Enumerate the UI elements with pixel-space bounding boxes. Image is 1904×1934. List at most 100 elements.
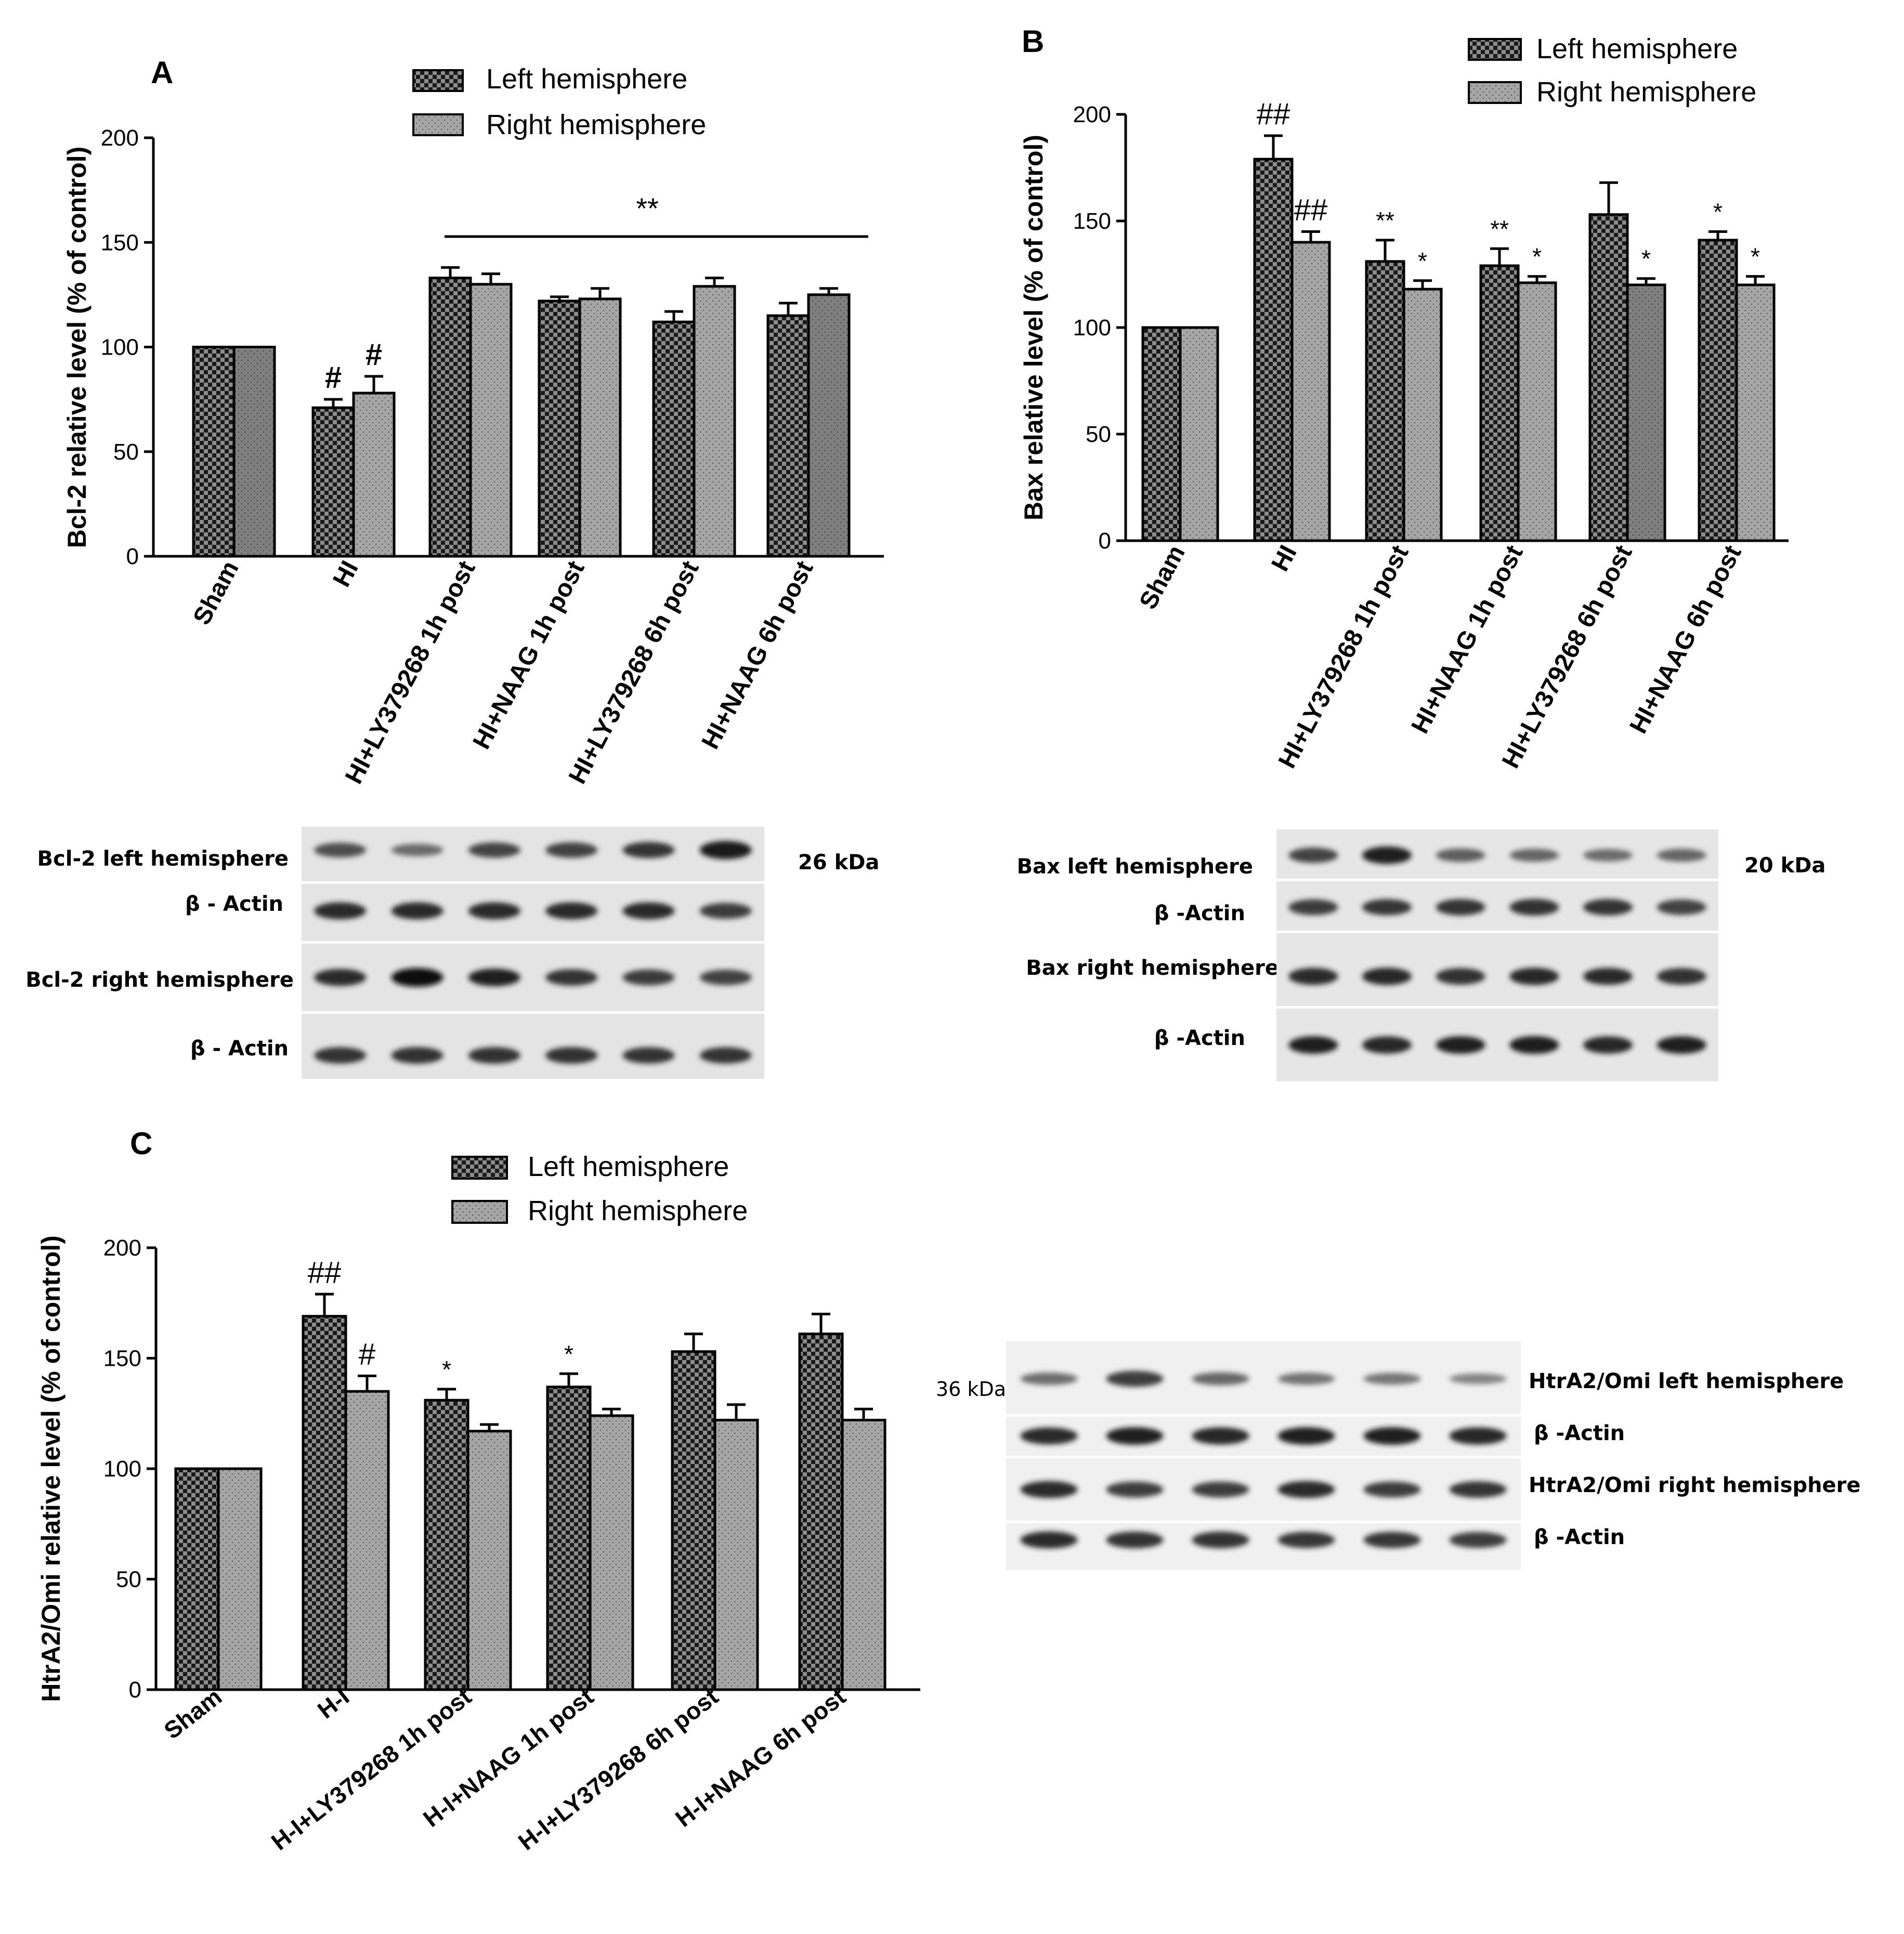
bar-left-hemisphere [652,320,696,558]
y-tick-label: 0 [1099,528,1111,554]
blot-band [1583,899,1633,916]
blot-band [391,968,444,987]
bar-left-hemisphere [671,1350,716,1691]
blot-band [391,1047,444,1064]
blot-band [1583,1036,1633,1054]
y-tick-label: 150 [1073,208,1111,234]
x-tick-label: HI+LY379268 1h post [1273,541,1414,773]
bar-right-hemisphere [344,1390,390,1691]
blot-band [1288,968,1338,985]
blot-band [1362,899,1412,916]
blot-label-actin: β -Actin [1534,1525,1625,1549]
blot-strip [1276,881,1718,931]
significance-bracket: ** [445,192,868,238]
blot-band [1277,1373,1335,1385]
significance-label: # [325,361,342,395]
bar-right-hemisphere [807,293,851,558]
blot-band [1020,1373,1078,1385]
blot-band [1509,848,1559,862]
panel-letter-a: A [151,55,173,90]
blot-label-bax-left: Bax left hemisphere [1017,855,1253,879]
x-tick-label: HI+LY379268 6h post [564,556,705,788]
blot-band [545,902,598,920]
x-tick-label: HI+NAAG 6h post [696,556,818,753]
blot-strip [1276,1009,1718,1081]
blot-band [1362,846,1412,864]
significance-label: # [359,1338,375,1371]
bar-right-hemisphere [1402,288,1443,542]
significance-label: ** [1490,215,1509,242]
blot-band [1362,1036,1412,1054]
x-tick-label: HI+NAAG 1h post [467,556,590,753]
panel-a: A Left hemisphere Right hemisphere 0 50 10… [62,55,884,788]
bar-left-hemisphere [538,299,581,558]
legend-swatch-right [451,1200,508,1224]
bar-left-hemisphere [1479,264,1520,542]
blot-label-htra2-left: HtrA2/Omi left hemisphere [1529,1369,1844,1393]
significance-label: ** [1376,207,1394,234]
blot-band [1657,848,1706,862]
blot-strip [302,827,764,881]
blot-strip [1276,933,1718,1006]
blot-band [1192,1531,1249,1549]
y-tick-label: 100 [1073,315,1111,341]
legend-label-right: Right hemisphere [528,1195,748,1226]
y-axis-label: Bax relative level (% of control) [1019,135,1048,520]
legend-swatch-left [1468,38,1522,61]
panel-letter-c: C [130,1126,152,1161]
blot-label-htra2-right: HtrA2/Omi right hemisphere [1529,1473,1861,1497]
y-tick-label: 150 [101,230,139,255]
western-blot-a: Bcl-2 left hemisphere β - Actin Bcl-2 ri… [25,827,879,1079]
legend-swatch-right [1468,81,1522,104]
y-tick-label: 200 [103,1235,141,1261]
bar-right-hemisphere [1179,326,1219,542]
y-tick-label: 200 [101,125,139,151]
blot-label-actin: β - Actin [190,1037,289,1061]
bar-right-hemisphere [352,391,396,558]
blot-band [699,1047,752,1064]
bar-left-hemisphere [766,314,810,558]
blot-strip [302,944,764,1011]
blot-band [622,969,675,986]
blot-band [1657,1036,1706,1054]
x-tick-label: HI [1266,541,1302,576]
blot-band [1583,849,1633,861]
bar-left-hemisphere [424,1399,470,1691]
y-tick-label: 200 [1073,102,1111,127]
blot-kda-label: 36 kDa [936,1378,1006,1401]
bracket-label: ** [636,192,659,225]
blot-band [391,902,444,920]
blot-strip [302,884,764,941]
blot-band [1657,968,1706,985]
blot-band [468,902,520,920]
blot-band [1106,1427,1164,1445]
x-tick-label: Sham [188,556,244,629]
significance-label: * [442,1356,451,1383]
blot-band [1363,1373,1421,1385]
blot-band [314,969,367,986]
legend-swatch-right [412,113,464,136]
panel-b: B Left hemisphere Right hemisphere 0 50 10… [1019,24,1789,773]
blot-band [622,902,675,920]
y-tick-label: 0 [126,544,139,569]
bar-right-hemisphere [1290,241,1331,542]
y-tick-label: 100 [101,335,139,360]
bar-right-hemisphere [232,346,276,558]
blot-label-actin: β -Actin [1154,901,1245,925]
blot-band [1363,1427,1421,1445]
significance-label: ## [1257,97,1290,131]
blot-band [1020,1427,1078,1445]
blot-strip [1006,1458,1521,1521]
significance-label: * [564,1340,573,1367]
blot-label-actin: β -Actin [1534,1421,1625,1445]
blot-band [1020,1481,1078,1498]
bar-left-hemisphere [1588,213,1629,542]
bar-right-hemisphere [466,1430,512,1691]
blot-strip [1006,1523,1521,1570]
bar-right-hemisphere [713,1419,759,1691]
blot-strip [302,1014,764,1079]
y-tick-label: 0 [129,1677,141,1703]
